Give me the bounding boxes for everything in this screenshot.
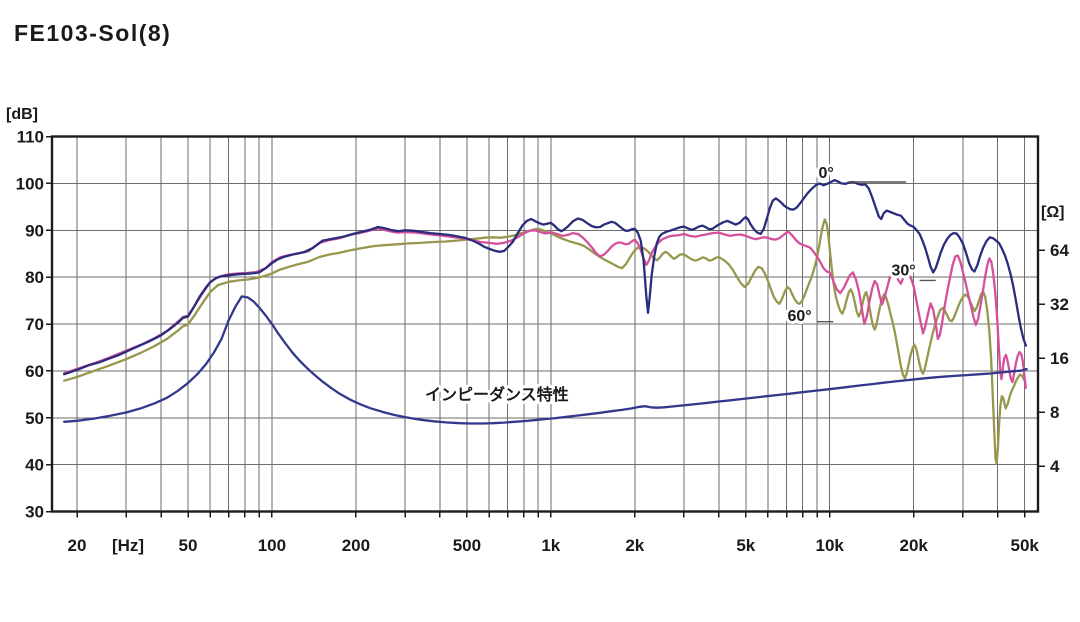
db-axis-unit-label: [dB] bbox=[6, 106, 38, 123]
curve-impedance bbox=[63, 295, 1028, 425]
hz-axis-unit-label: [Hz] bbox=[112, 536, 144, 555]
db-tick-label: 40 bbox=[25, 456, 44, 475]
db-tick-label: 100 bbox=[16, 174, 44, 193]
db-tick-label: 60 bbox=[25, 362, 44, 381]
ohm-tick-label: 32 bbox=[1050, 295, 1069, 314]
ohm-tick-label: 4 bbox=[1050, 457, 1060, 476]
annotation-label-60deg: 60° bbox=[787, 308, 811, 325]
curve-0deg bbox=[63, 178, 1028, 376]
db-tick-label: 30 bbox=[25, 503, 44, 522]
ohm-tick-label: 16 bbox=[1050, 349, 1069, 368]
ohm-tick-label: 8 bbox=[1050, 403, 1059, 422]
x-tick-label: 500 bbox=[453, 536, 481, 555]
annotation-label-impedance: インピーダンス特性 bbox=[425, 385, 569, 404]
ohm-axis-unit-label: [Ω] bbox=[1041, 204, 1064, 221]
x-tick-label: 1k bbox=[541, 536, 560, 555]
x-tick-label: 50k bbox=[1011, 536, 1040, 555]
annotation-label-30deg: 30° bbox=[891, 263, 915, 280]
grid-lines bbox=[46, 135, 1045, 518]
x-tick-label: 50 bbox=[179, 536, 198, 555]
plot-frame bbox=[50, 135, 1040, 513]
x-tick-label: 200 bbox=[342, 536, 370, 555]
x-tick-label: 20k bbox=[900, 536, 929, 555]
x-tick-label: 20 bbox=[68, 536, 87, 555]
curve-annotations: 0° 30° 60° インピーダンス特性 bbox=[422, 162, 936, 407]
axis-tick-labels: 20 50 100 200 500 1k 2k 5k 10k 20k 50k 110 100 90 80 70… bbox=[16, 128, 1070, 556]
x-tick-label: 100 bbox=[258, 536, 286, 555]
db-tick-label: 90 bbox=[25, 221, 44, 240]
db-tick-label: 50 bbox=[25, 409, 44, 428]
curves bbox=[63, 178, 1028, 465]
ohm-tick-label: 64 bbox=[1050, 241, 1069, 260]
db-tick-label: 110 bbox=[17, 128, 44, 147]
x-tick-label: 10k bbox=[816, 536, 845, 555]
db-tick-label: 80 bbox=[25, 268, 44, 287]
curve-30deg bbox=[63, 227, 1027, 389]
curve-60deg bbox=[63, 218, 1027, 465]
x-tick-label: 2k bbox=[625, 536, 644, 555]
annotation-label-0deg: 0° bbox=[818, 165, 833, 182]
x-tick-label: 5k bbox=[736, 536, 755, 555]
db-tick-label: 70 bbox=[25, 315, 44, 334]
page-title: FE103-Sol(8) bbox=[14, 20, 171, 46]
